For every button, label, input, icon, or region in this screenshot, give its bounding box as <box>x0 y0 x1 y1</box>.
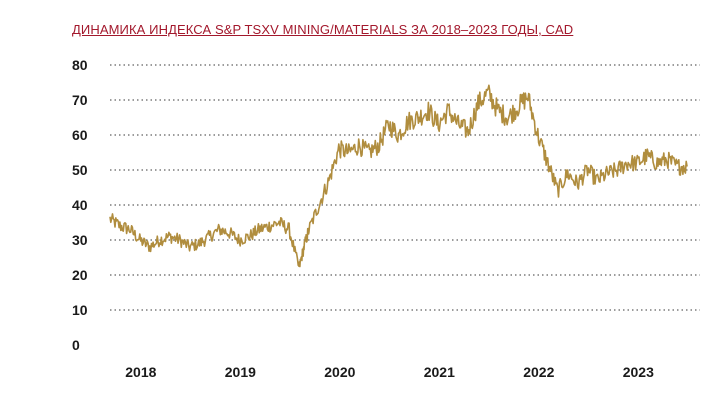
grid-lines <box>110 64 700 311</box>
y-tick-label: 20 <box>72 267 88 283</box>
x-tick-label: 2022 <box>523 364 554 380</box>
y-axis-tick-labels: 0 10 20 30 40 50 60 70 80 <box>72 57 88 353</box>
x-tick-label: 2020 <box>324 364 355 380</box>
y-tick-label: 10 <box>72 302 88 318</box>
series-group <box>109 84 688 268</box>
y-tick-label: 40 <box>72 197 88 213</box>
x-tick-label: 2021 <box>424 364 455 380</box>
y-tick-label: 80 <box>72 57 88 73</box>
chart-title: ДИНАМИКА ИНДЕКСА S&P TSXV MINING/MATERIA… <box>72 22 574 37</box>
series-line <box>109 84 688 268</box>
x-tick-label: 2018 <box>125 364 156 380</box>
y-tick-label: 0 <box>72 337 80 353</box>
x-tick-label: 2019 <box>225 364 256 380</box>
y-tick-label: 70 <box>72 92 88 108</box>
y-tick-label: 60 <box>72 127 88 143</box>
y-tick-label: 50 <box>72 162 88 178</box>
x-axis-tick-labels: 2018 2019 2020 2021 2022 2023 <box>125 364 654 380</box>
y-tick-label: 30 <box>72 232 88 248</box>
x-tick-label: 2023 <box>623 364 654 380</box>
